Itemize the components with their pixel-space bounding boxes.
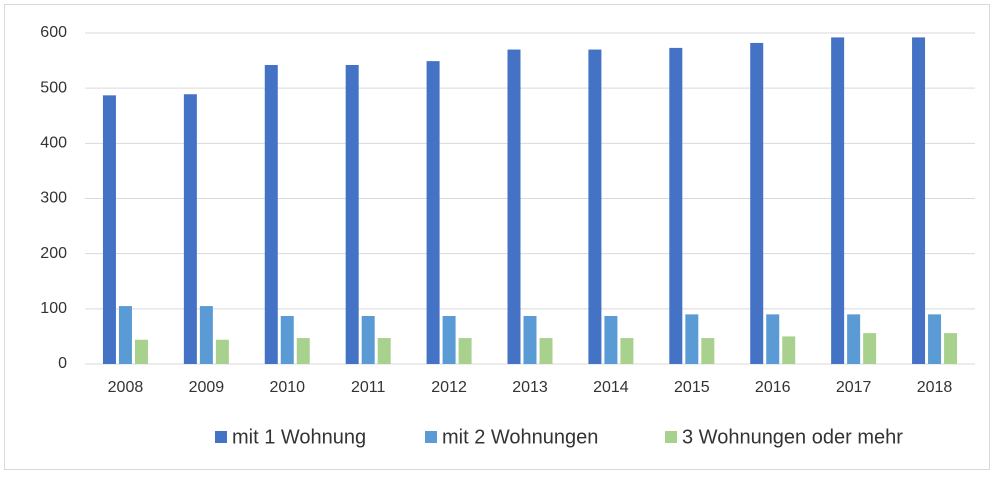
bar: [264, 64, 278, 364]
bar: [134, 339, 148, 364]
x-tick-label: 2009: [189, 379, 225, 396]
bar: [377, 338, 391, 364]
bar: [183, 94, 197, 365]
x-tick-label: 2017: [836, 379, 872, 396]
bar: [831, 37, 845, 365]
bar: [215, 339, 229, 364]
x-tick-label: 2014: [593, 379, 629, 396]
bar: [539, 338, 553, 364]
x-tick-label: 2012: [431, 379, 467, 396]
y-tick-label: 600: [40, 24, 67, 41]
chart-frame: [4, 4, 990, 470]
bar: [507, 49, 521, 365]
legend-label: 3 Wohnungen oder mehr: [682, 426, 903, 448]
bar: [912, 37, 926, 365]
x-tick-label: 2010: [269, 379, 305, 396]
bar: [669, 47, 683, 365]
bar: [750, 42, 764, 365]
bar: [199, 306, 213, 364]
legend-label: mit 2 Wohnungen: [442, 426, 598, 448]
bar: [361, 316, 375, 364]
bar: [782, 336, 796, 364]
bar: [280, 316, 294, 364]
bar: [847, 314, 861, 364]
bar: [604, 316, 618, 364]
y-tick-label: 0: [58, 355, 67, 372]
bar: [118, 306, 132, 364]
bar: [928, 314, 942, 364]
x-tick-label: 2015: [674, 379, 710, 396]
bar: [426, 61, 440, 364]
y-tick-label: 200: [40, 245, 67, 262]
bar: [296, 338, 310, 364]
legend-swatch: [425, 431, 437, 443]
bar: [458, 338, 472, 364]
x-tick-label: 2016: [755, 379, 791, 396]
bar: [685, 314, 699, 364]
legend-swatch: [215, 431, 227, 443]
y-tick-label: 300: [40, 190, 67, 207]
bar: [102, 95, 116, 365]
legend-swatch: [665, 431, 677, 443]
x-tick-label: 2008: [108, 379, 144, 396]
y-tick-label: 400: [40, 135, 67, 152]
legend: mit 1 Wohnung mit 2 Wohnungen 3 Wohnungen …: [215, 426, 903, 448]
x-tick-label: 2013: [512, 379, 548, 396]
bar: [588, 49, 602, 365]
legend-label: mit 1 Wohnung: [232, 426, 366, 448]
x-tick-label: 2018: [917, 379, 953, 396]
bar: [863, 333, 877, 364]
bar: [442, 316, 456, 364]
bar: [701, 338, 715, 364]
x-tick-label: 2011: [351, 379, 386, 396]
bar: [523, 316, 537, 364]
bar: [944, 333, 958, 364]
bar: [620, 338, 634, 364]
y-tick-label: 500: [40, 79, 67, 96]
bar: [345, 64, 359, 364]
bar: [766, 314, 780, 364]
y-tick-label: 100: [40, 300, 67, 317]
